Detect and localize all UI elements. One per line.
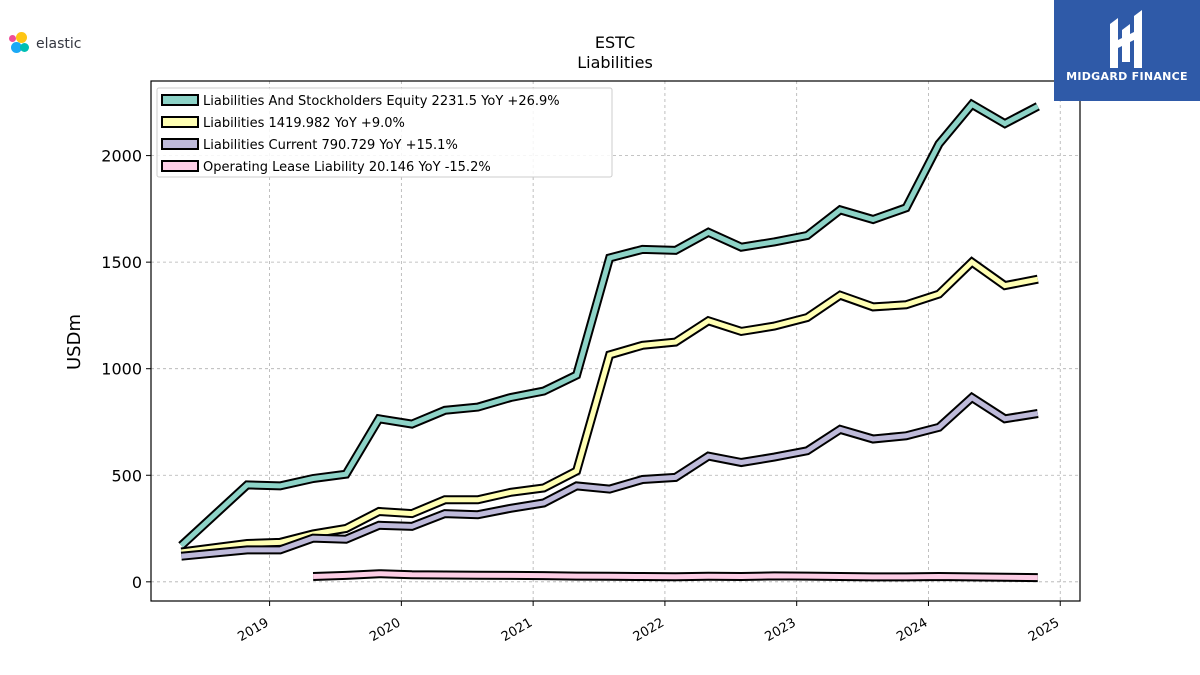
legend-entry: Liabilities And Stockholders Equity 2231… xyxy=(203,94,560,109)
x-tick-label: 2025 xyxy=(1026,615,1062,645)
axis-ticks: 0 500 1000 1500 2000 2019 2020 2021 2022 2023 2024… xyxy=(101,147,1062,645)
chart-subtitle: Liabilities xyxy=(577,53,653,72)
legend-entry: Liabilities 1419.982 YoY +9.0% xyxy=(203,116,405,131)
legend-entry: Operating Lease Liability 20.146 YoY -15… xyxy=(203,160,491,175)
elastic-logo-icon xyxy=(8,32,32,56)
midgard-finance-emblem-icon xyxy=(1110,10,1142,68)
midgard-finance-logo: MIDGARD FINANCE xyxy=(1054,0,1200,101)
x-tick-label: 2019 xyxy=(235,615,271,645)
y-tick-label: 2000 xyxy=(101,147,142,166)
series-line xyxy=(179,101,1039,548)
series-layer xyxy=(178,98,1040,583)
y-axis-label: USDm xyxy=(64,314,85,370)
legend-entry: Liabilities Current 790.729 YoY +15.1% xyxy=(203,138,458,153)
x-tick-label: 2020 xyxy=(367,615,403,645)
series-line xyxy=(180,258,1039,555)
legend: Liabilities And Stockholders Equity 2231… xyxy=(156,87,613,178)
series-line xyxy=(313,571,1038,581)
series-3 xyxy=(312,569,1038,583)
elastic-logo-text: elastic xyxy=(36,36,82,52)
legend-swatch xyxy=(161,94,199,106)
plot-frame xyxy=(150,80,1081,602)
series-line xyxy=(181,394,1039,559)
chart-title: ESTC xyxy=(595,33,635,52)
y-tick-label: 1500 xyxy=(101,253,142,272)
x-tick-label: 2022 xyxy=(631,615,667,645)
series-1 xyxy=(180,256,1039,557)
legend-swatch xyxy=(161,138,199,150)
series-2 xyxy=(180,391,1039,561)
y-tick-label: 1000 xyxy=(101,360,142,379)
series-0 xyxy=(178,98,1040,549)
y-tick-label: 500 xyxy=(111,466,142,485)
elastic-logo: elastic xyxy=(8,32,81,56)
midgard-finance-logo-text: MIDGARD FINANCE xyxy=(1066,70,1188,83)
legend-swatch xyxy=(161,116,199,128)
x-tick-label: 2021 xyxy=(499,615,535,645)
legend-swatch xyxy=(161,160,199,172)
x-tick-label: 2023 xyxy=(763,615,799,645)
x-tick-label: 2024 xyxy=(894,615,930,645)
y-tick-label: 0 xyxy=(132,573,142,592)
legend-box xyxy=(156,87,613,178)
